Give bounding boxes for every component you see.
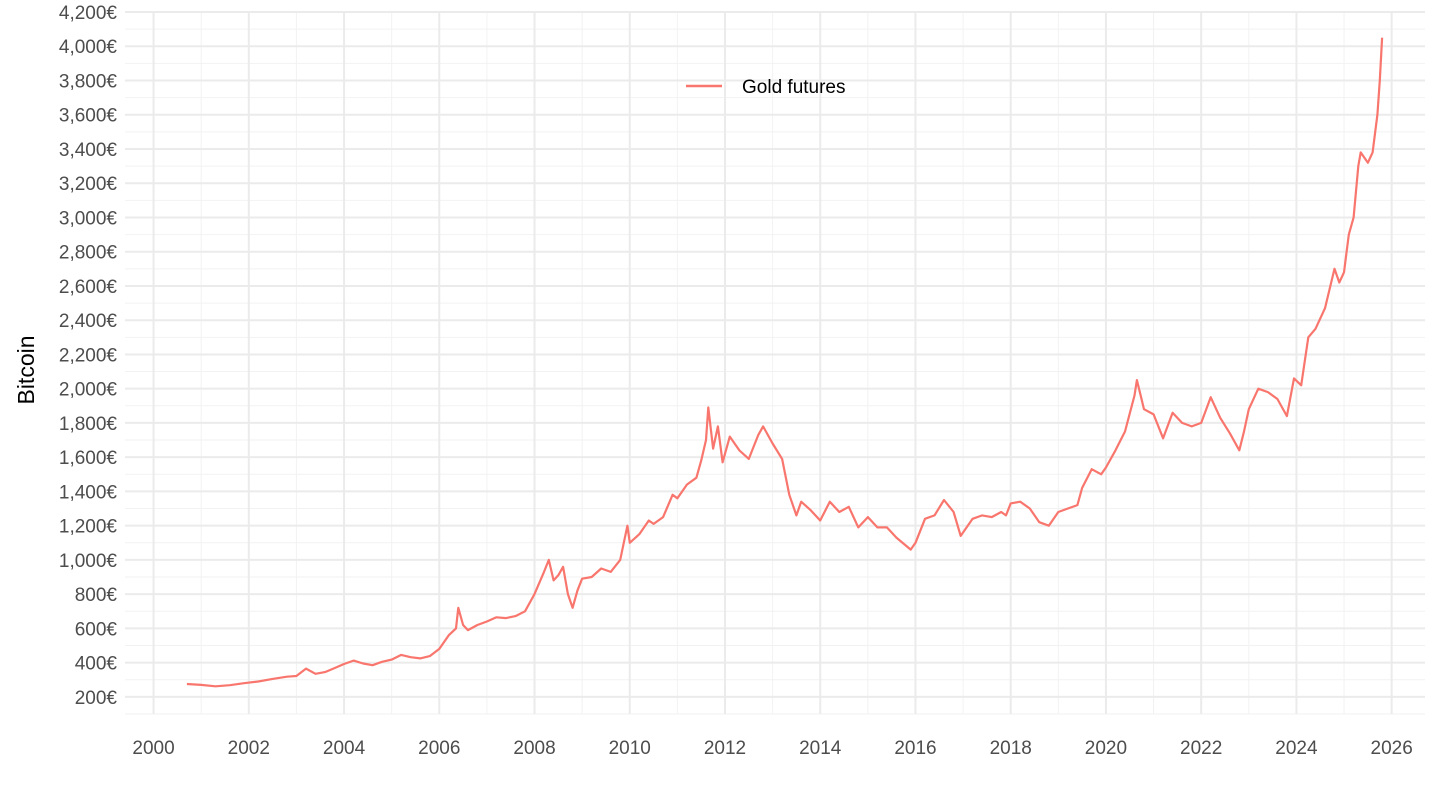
y-tick-label: 400€: [75, 654, 118, 675]
x-tick-label: 2010: [609, 738, 651, 759]
series-layer: [186, 37, 1384, 688]
y-tick-label: 1,400€: [59, 482, 118, 503]
x-tick-label: 2000: [132, 738, 174, 759]
y-tick-label: 800€: [75, 585, 118, 606]
y-tick-label: 3,400€: [59, 140, 118, 161]
y-tick-label: 2,200€: [59, 345, 118, 366]
y-tick-label: 3,200€: [59, 174, 118, 195]
y-axis-label: Bitcoin: [13, 335, 39, 404]
y-tick-label: 4,000€: [59, 37, 118, 58]
x-tick-label: 2002: [228, 738, 270, 759]
x-tick-label: 2008: [513, 738, 555, 759]
series-line-gold-futures: [186, 37, 1384, 688]
y-tick-label: 2,400€: [59, 311, 118, 332]
y-tick-label: 600€: [75, 619, 118, 640]
y-tick-label: 1,000€: [59, 551, 118, 572]
y-tick-label: 1,200€: [59, 517, 118, 538]
x-tick-label: 2022: [1180, 738, 1222, 759]
major-grid: [125, 11, 1425, 714]
y-tick-label: 3,000€: [59, 208, 118, 229]
legend-label-gold-futures: Gold futures: [742, 77, 846, 98]
y-axis-tick-labels: 200€ 400€ 600€ 800€ 1,000€ 1,200€ 1,400€ 1,600€…: [59, 3, 118, 709]
y-tick-label: 2,000€: [59, 380, 118, 401]
x-tick-label: 2018: [990, 738, 1032, 759]
x-tick-label: 2024: [1275, 738, 1318, 759]
x-axis-tick-labels: 2000 2002 2004 2006 2008 2010 2012 2014 2016 2018…: [132, 738, 1412, 759]
x-tick-label: 2014: [799, 738, 842, 759]
y-tick-label: 4,200€: [59, 3, 118, 24]
minor-grid: [125, 12, 1425, 715]
y-tick-label: 200€: [75, 688, 118, 709]
x-tick-label: 2012: [704, 738, 746, 759]
y-tick-label: 3,800€: [59, 71, 118, 92]
x-tick-label: 2020: [1085, 738, 1127, 759]
y-tick-label: 2,600€: [59, 277, 118, 298]
y-tick-label: 1,600€: [59, 448, 118, 469]
legend: Gold futures: [686, 77, 846, 98]
x-tick-label: 2006: [418, 738, 460, 759]
y-tick-label: 1,800€: [59, 414, 118, 435]
x-tick-label: 2026: [1371, 738, 1413, 759]
x-tick-label: 2004: [323, 738, 366, 759]
x-tick-label: 2016: [894, 738, 936, 759]
y-tick-label: 3,600€: [59, 106, 118, 127]
y-tick-label: 2,800€: [59, 243, 118, 264]
